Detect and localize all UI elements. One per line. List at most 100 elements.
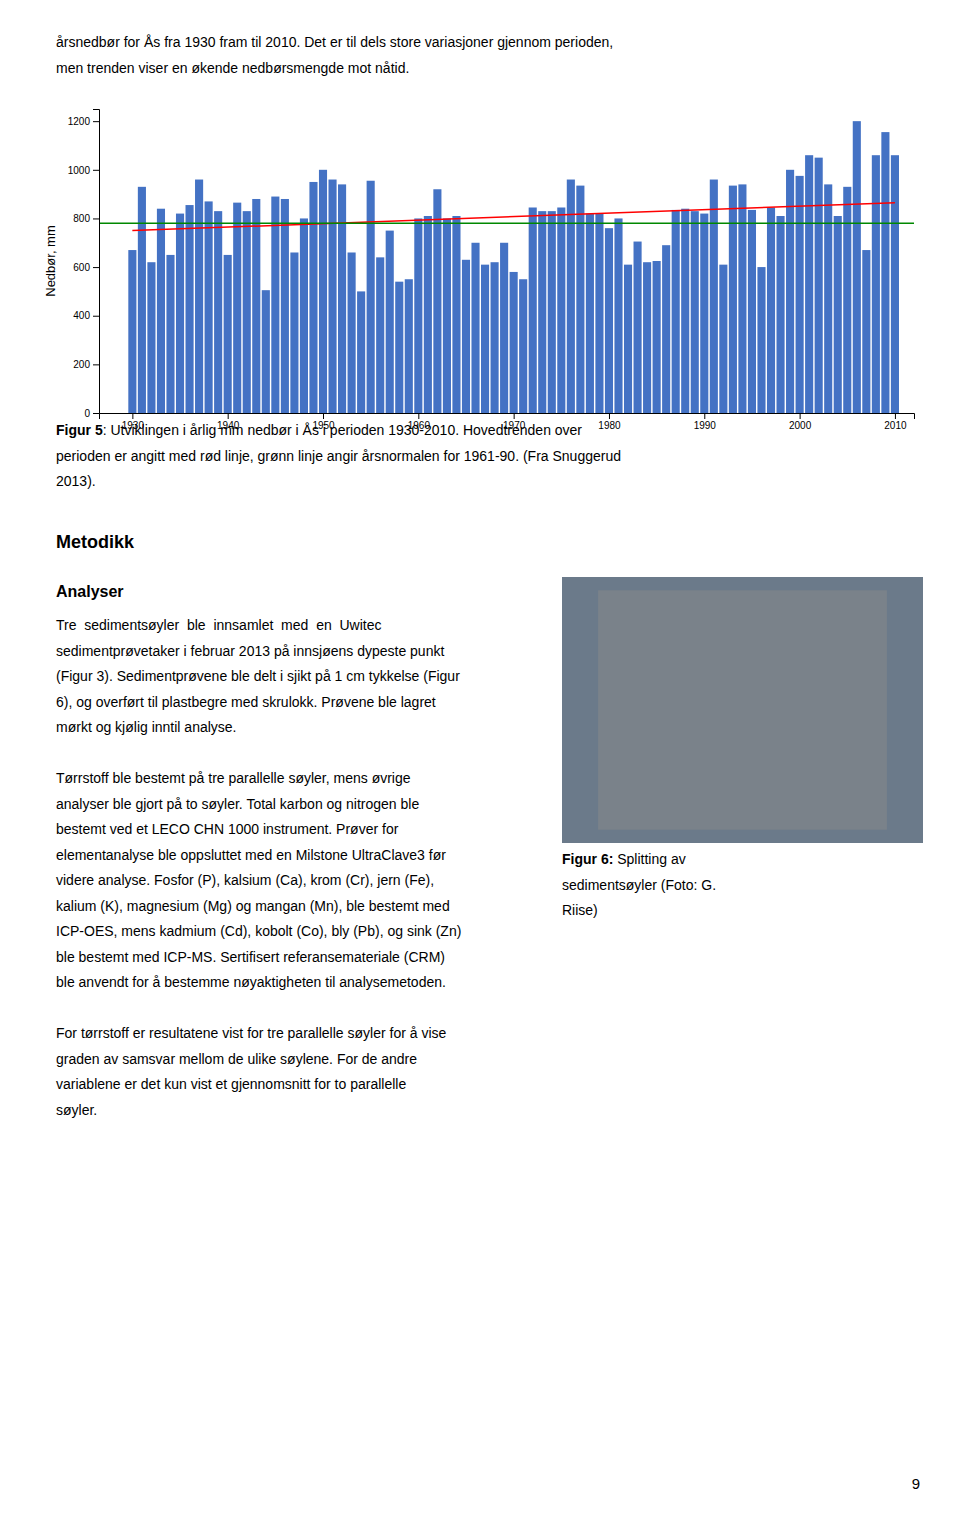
y-tick: 200 [73,359,99,370]
bar [357,291,365,413]
body-text: (Figur 3). Sedimentprøvene ble delt i sj… [56,668,460,684]
bar [338,184,346,413]
bar [214,211,222,413]
x-tick-mark [800,413,801,419]
caption-text: Riise) [562,902,598,918]
body-text: ICP-OES, mens kadmium (Cd), kobolt (Co),… [56,923,461,939]
y-tick-label: 200 [73,359,90,370]
body-text: ble anvendt for å bestemme nøyaktigheten… [56,974,446,990]
caption-text: sedimentsøyler (Foto: G. [562,877,716,893]
body-text: graden av samsvar mellom de ulike søylen… [56,1051,417,1067]
y-tick: 1000 [68,165,99,176]
caption-bold: Figur 5 [56,422,103,438]
body-text: For tørrstoff er resultatene vist for tr… [56,1025,447,1041]
body-text: ble bestemt med ICP-MS. Sertifisert refe… [56,949,445,965]
bar [519,279,527,413]
normal-line [99,223,914,225]
x-tick-mark [514,413,515,419]
bar [862,250,870,413]
x-tick: 1980 [598,413,621,431]
x-tick-mark [132,413,133,419]
body-text: kalium (K), magnesium (Mg) og mangan (Mn… [56,898,450,914]
x-tick-mark [228,413,229,419]
body-text: 6), og overført til plastbegre med skrul… [56,694,436,710]
bar [510,272,518,413]
bar [443,218,451,413]
bar [348,252,356,413]
body-text: søyler. [56,1102,97,1118]
bar [500,243,508,413]
x-tick-label: 1990 [694,420,717,431]
bar [815,158,823,413]
bar [157,209,165,413]
bar [195,180,203,413]
bar [462,260,470,413]
bar [653,261,661,413]
bar [252,199,260,413]
bar [853,121,861,413]
bar [576,186,584,413]
y-tick-label: 800 [73,213,90,224]
bar [414,218,422,413]
y-tick-label: 0 [84,408,90,419]
bar [243,211,251,413]
bar [319,170,327,413]
bar [491,262,499,413]
bar [757,267,765,413]
y-tick-label: 400 [73,310,90,321]
bar [796,176,804,413]
x-tick-label: 2000 [789,420,812,431]
bar [128,250,136,413]
bar [309,182,317,413]
x-axis-line [100,414,915,420]
bar [538,211,546,413]
page: årsnedbør for Ås fra 1930 fram til 2010.… [0,0,960,1519]
bar [481,265,489,413]
photo [562,577,923,843]
bar [138,187,146,413]
bar [719,265,727,413]
bar [328,180,336,413]
x-tick: 2010 [884,413,907,431]
y-tick: 0 [84,408,99,419]
y-axis-line [93,110,100,414]
y-tick-label: 600 [73,262,90,273]
bar [205,201,213,413]
bar [681,209,689,413]
x-tick-mark [704,413,705,419]
body-text: Tørrstoff ble bestemt på tre parallelle … [56,770,411,786]
x-tick-mark [609,413,610,419]
x-tick-mark [418,413,419,419]
bar [186,205,194,413]
y-tick: 1200 [68,116,99,127]
y-tick-label: 1200 [68,116,91,127]
bar [624,265,632,413]
bar [529,207,537,413]
body-text: mørkt og kjølig inntil analyse. [56,719,237,735]
y-axis: 0 200 400 600 800 1000 1200 [68,110,100,419]
bar [395,282,403,413]
x-tick: 1990 [694,413,717,431]
bar [767,207,775,413]
bar [662,245,670,413]
bar [224,255,232,413]
y-tick-mark [93,121,99,122]
bar [643,262,651,413]
caption-text: perioden er angitt med rød linje, grønn … [56,448,621,464]
bar [672,210,680,413]
body-text: analyser ble gjort på to søyler. Total k… [56,796,419,812]
y-tick-mark [93,170,99,171]
bar [367,181,375,413]
trend-line [132,203,895,231]
y-tick-label: 1000 [68,165,91,176]
y-tick-mark [93,316,99,317]
bar [881,132,889,413]
bar [595,214,603,413]
caption-bold: Figur 6: [562,851,613,867]
y-tick-mark [93,267,99,268]
y-axis-title: Nedbør, mm [43,225,58,297]
bar [300,218,308,413]
bar [710,180,718,413]
caption-text: 2013). [56,473,96,489]
y-tick-mark [93,413,99,414]
